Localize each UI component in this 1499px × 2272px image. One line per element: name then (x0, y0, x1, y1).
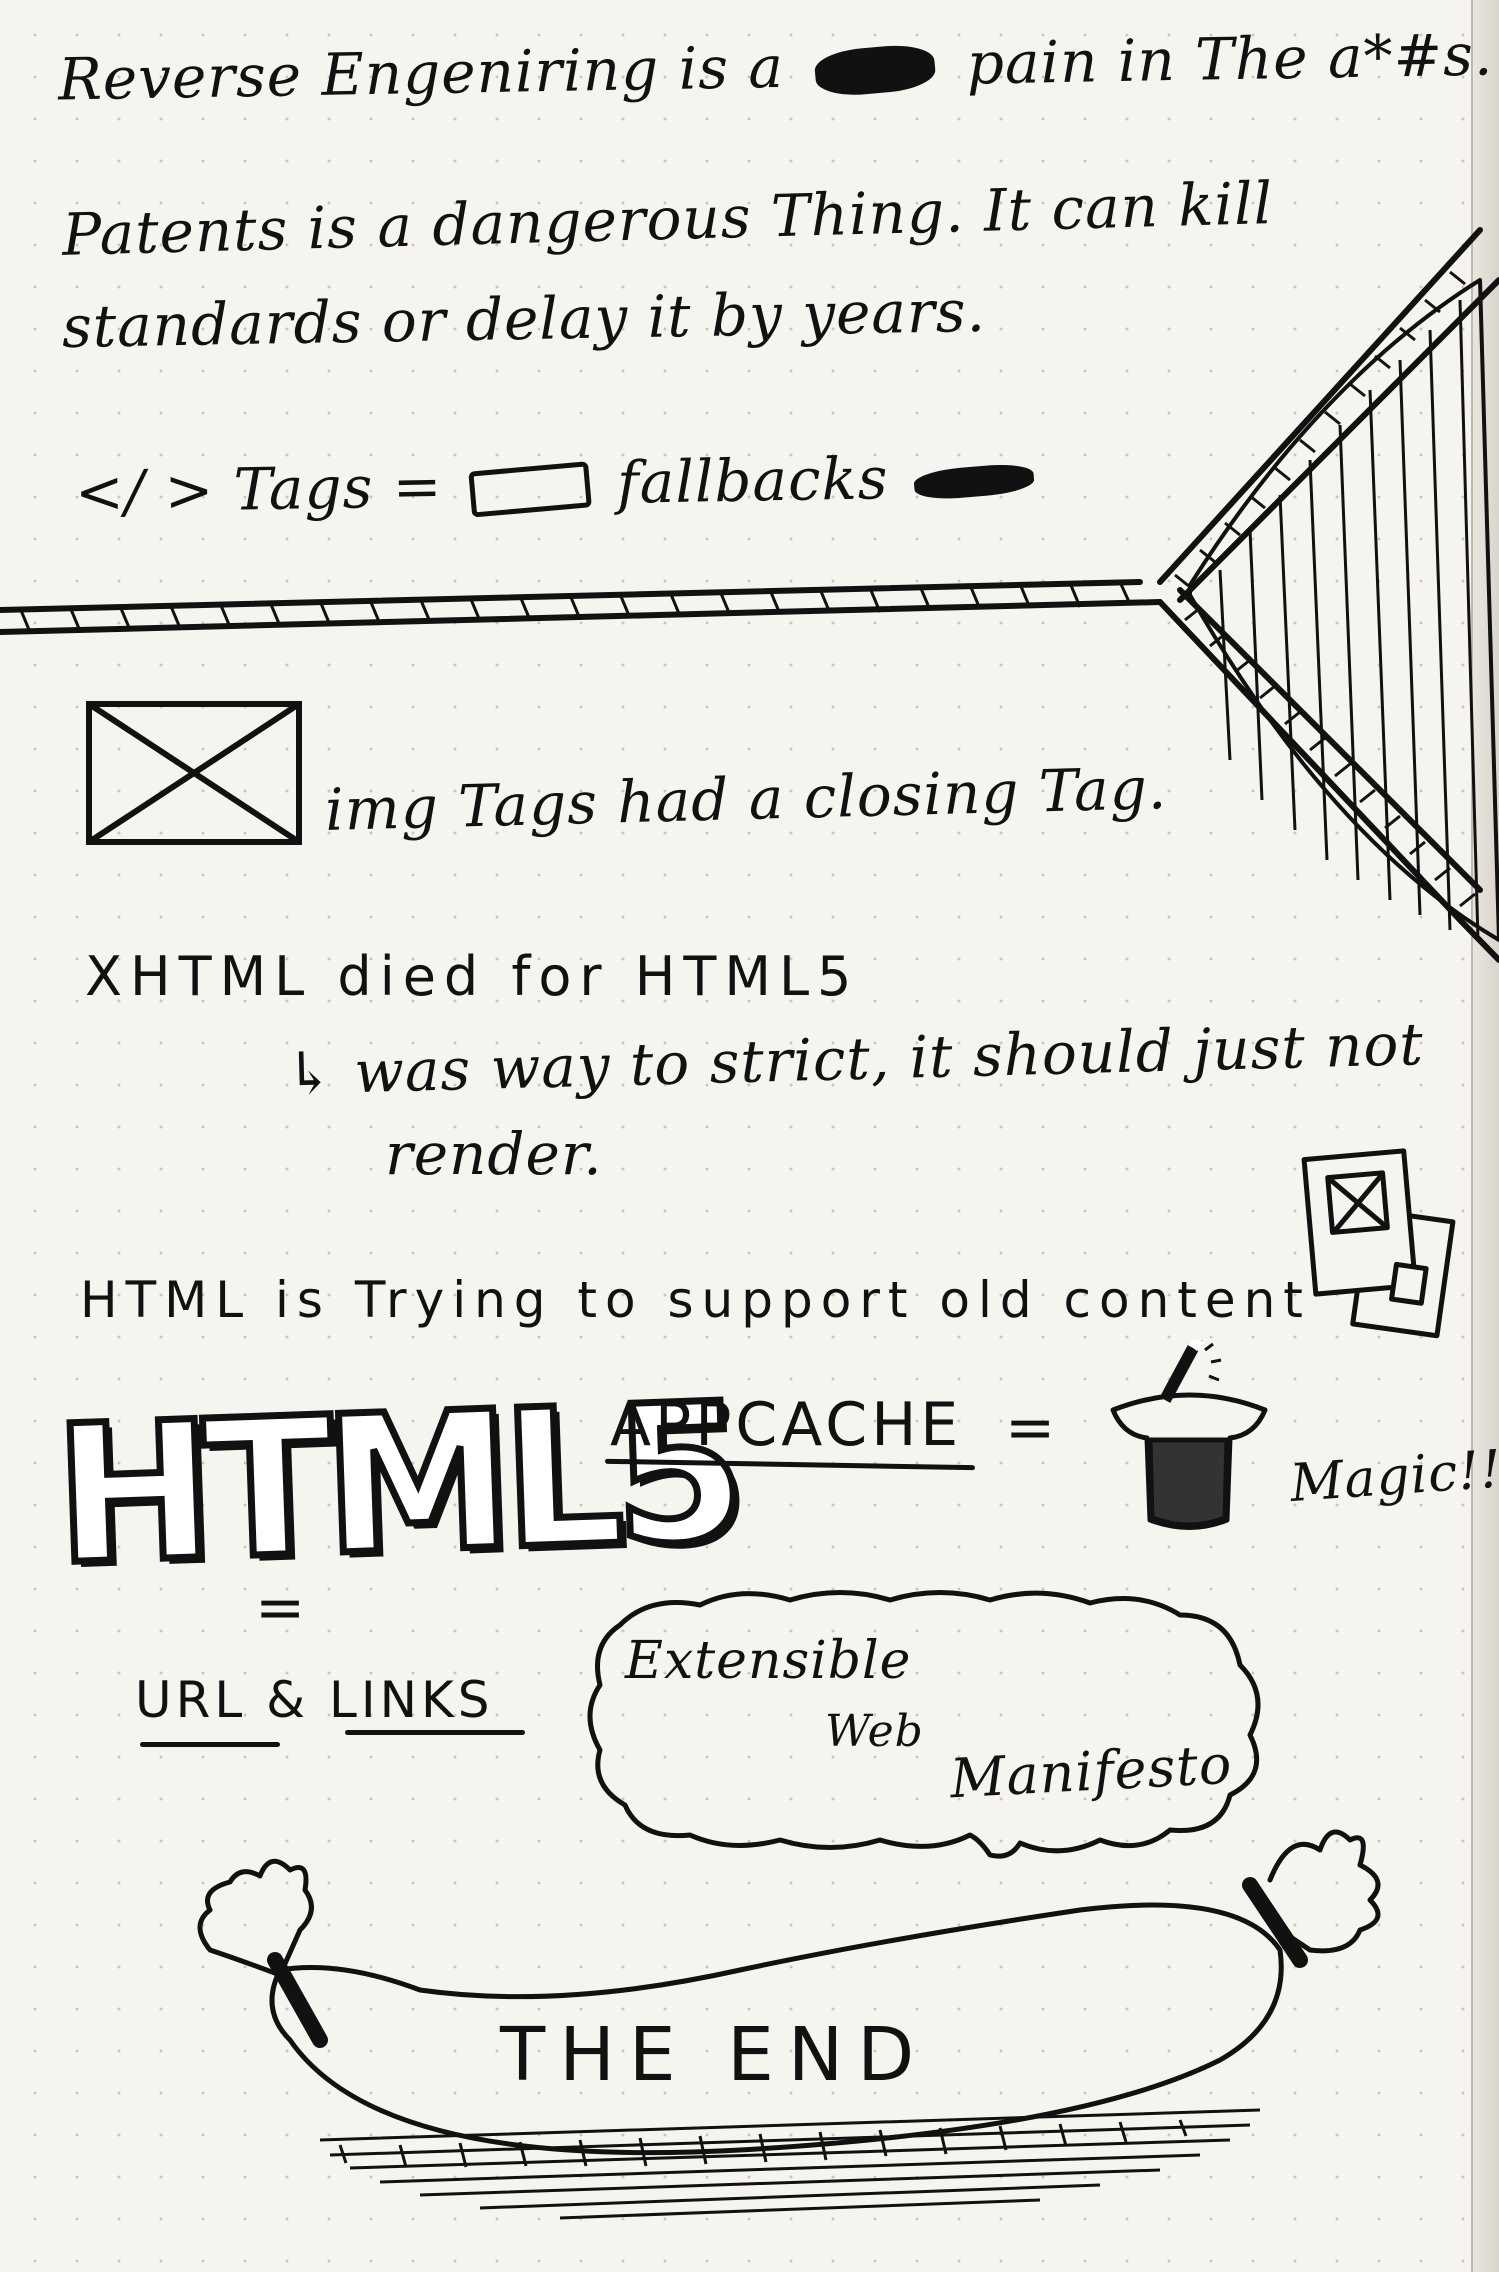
note-xhtml: XHTML died for HTML5 (85, 945, 860, 1008)
scribbled-out-word (813, 42, 938, 99)
top-hat-icon (1110, 1340, 1268, 1530)
note-text: HTML is Trying to support old content (80, 1271, 1311, 1329)
sausage-pillow-icon (197, 1829, 1381, 2220)
note-text: pain in The a*#s. (966, 20, 1494, 98)
note-url-links: URL & LINKS (135, 1671, 494, 1729)
note-the-end: THE END (500, 2012, 929, 2098)
bubble-extensible: Extensible (625, 1631, 912, 1691)
photo-stack-icon (1301, 1148, 1456, 1339)
bubble-manifesto: Manifesto (948, 1732, 1234, 1811)
notebook-page-edge (1471, 0, 1499, 2272)
note-render: render. (385, 1120, 603, 1188)
appcache-equals: = (1005, 1393, 1064, 1463)
html5-equals: = (255, 1573, 314, 1643)
hammock-icon (0, 227, 1499, 963)
note-old-content: HTML is Trying to support old content (80, 1275, 1311, 1325)
image-placeholder-icon (86, 701, 302, 845)
cloud-bubble-icon (587, 1590, 1261, 1859)
bubble-web: Web (825, 1706, 924, 1757)
note-text: Reverse Engeniring is a (57, 32, 785, 114)
note-magic: Magic!!! (1288, 1437, 1499, 1515)
links-underline (345, 1730, 525, 1735)
note-reverse-engineering: Reverse Engeniring is a pain in The a*#s… (58, 20, 1494, 113)
url-underline (140, 1742, 280, 1747)
note-appcache: APPCACHE (610, 1390, 963, 1460)
